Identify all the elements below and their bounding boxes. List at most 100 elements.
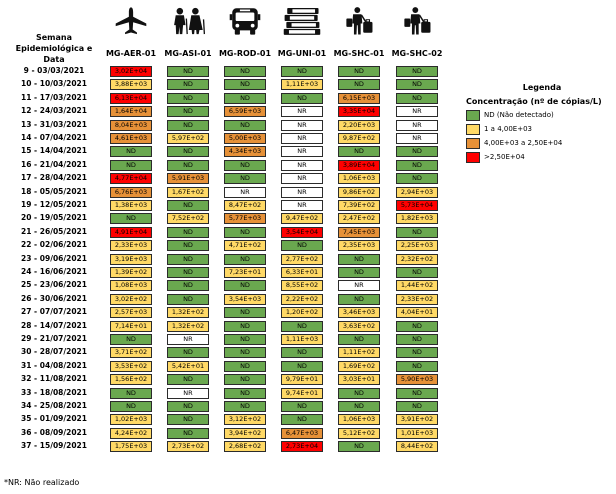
data-cell: ND [167,253,209,265]
data-cell: 9,47E+02 [281,213,323,225]
data-cell: NR [281,119,323,131]
data-cell: NR [167,334,209,345]
data-cell: 7,14E+01 [110,320,152,332]
data-cell: 1,11E+03 [281,334,323,345]
bus-icon [221,6,269,36]
data-cell: ND [224,334,266,345]
data-cell: ND [281,66,323,77]
data-cell: 3,88E+03 [110,79,152,91]
data-cell: 4,34E+03 [224,146,266,158]
data-cell: ND [281,401,323,412]
column-header: MG-UNI-01 [277,49,327,58]
row-label: 14 - 07/04/2021 [21,133,87,142]
data-cell: 3,54E+03 [224,293,266,305]
data-cell: ND [167,106,209,118]
data-cell: ND [338,293,380,305]
data-cell: ND [167,226,209,238]
data-cell: 5,00E+03 [224,133,266,144]
data-cell: ND [281,347,323,359]
data-cell: 1,64E+04 [110,106,152,118]
data-cell: ND [167,293,209,305]
data-cell: ND [338,387,380,399]
data-cell: ND [396,360,438,372]
data-cell: NR [281,200,323,211]
data-cell: 1,06E+03 [338,414,380,426]
data-cell: NR [396,133,438,144]
data-cell: 1,56E+02 [110,374,152,386]
data-cell: 6,59E+03 [224,106,266,118]
data-cell: 1,20E+02 [281,307,323,319]
data-cell: 2,32E+02 [396,253,438,265]
data-cell: 3,63E+02 [338,320,380,332]
data-cell: ND [396,226,438,238]
data-cell: NR [224,186,266,198]
row-label: 35 - 01/09/2021 [21,414,87,424]
data-cell: 6,47E+03 [281,427,323,439]
data-cell: 4,04E+01 [396,307,438,319]
data-cell: NR [281,159,323,171]
data-cell: 2,47E+02 [338,213,380,225]
data-cell: NR [281,133,323,144]
column-header: MG-SHC-01 [333,49,385,58]
data-cell: ND [167,119,209,131]
data-cell: ND [396,347,438,359]
data-cell: ND [224,226,266,238]
data-cell: 4,91E+04 [110,226,152,238]
data-cell: 1,06E+03 [338,173,380,185]
data-cell: 5,91E+03 [167,173,209,185]
data-cell: 2,57E+03 [110,307,152,319]
data-cell: 1,39E+02 [110,267,152,278]
data-cell: 4,24E+02 [110,427,152,439]
row-label: 26 - 30/06/2021 [21,293,87,303]
data-cell: NR [167,387,209,399]
data-cell: 9,79E+01 [281,374,323,386]
legend-title: Legenda [522,83,562,92]
legend-label: >2,50E+04 [484,153,525,161]
data-cell: 8,04E+03 [110,119,152,131]
data-cell: 6,76E+03 [110,186,152,198]
data-cell: ND [167,146,209,158]
footnote: *NR: Não realizado [4,478,80,487]
row-label: 13 - 31/03/2021 [21,119,87,129]
data-cell: 4,71E+02 [224,240,266,252]
data-cell: 1,44E+02 [396,280,438,292]
row-label: 28 - 14/07/2021 [21,320,87,330]
data-cell: 3,94E+02 [224,427,266,439]
elderly-couple-icon [164,6,212,36]
row-label: 27 - 07/07/2021 [21,307,87,317]
data-cell: 1,75E+03 [110,441,152,453]
data-cell: 1,38E+03 [110,200,152,211]
traveler-with-luggage-icon [335,6,383,36]
data-cell: ND [224,360,266,372]
row-label: 36 - 08/09/2021 [21,427,87,437]
data-cell: 3,91E+02 [396,414,438,426]
data-cell: ND [396,320,438,332]
data-cell: ND [338,267,380,278]
data-cell: 1,11E+03 [281,79,323,91]
airplane-icon [107,6,155,36]
data-cell: ND [281,92,323,104]
data-cell: 4,61E+03 [110,133,152,144]
data-cell: ND [281,320,323,332]
legend-swatch [466,110,480,121]
row-label: 32 - 11/08/2021 [21,374,87,384]
data-cell: ND [396,387,438,399]
data-cell: 2,22E+02 [281,293,323,305]
column-header: MG-AER-01 [105,49,157,58]
data-cell: 7,23E+01 [224,267,266,278]
data-cell: ND [281,414,323,426]
data-cell: ND [396,173,438,185]
data-cell: ND [396,401,438,412]
data-cell: 4,77E+04 [110,173,152,185]
data-cell: NR [281,173,323,185]
legend-label: ND (Não detectado) [484,111,554,119]
row-label: 10 - 10/03/2021 [21,79,87,89]
data-cell: ND [224,387,266,399]
column-header: MG-ROD-01 [218,49,272,58]
data-cell: ND [167,374,209,386]
data-cell: ND [167,427,209,439]
data-cell: 9,86E+02 [338,186,380,198]
data-cell: ND [396,66,438,77]
data-cell: ND [110,146,152,158]
data-cell: ND [396,92,438,104]
